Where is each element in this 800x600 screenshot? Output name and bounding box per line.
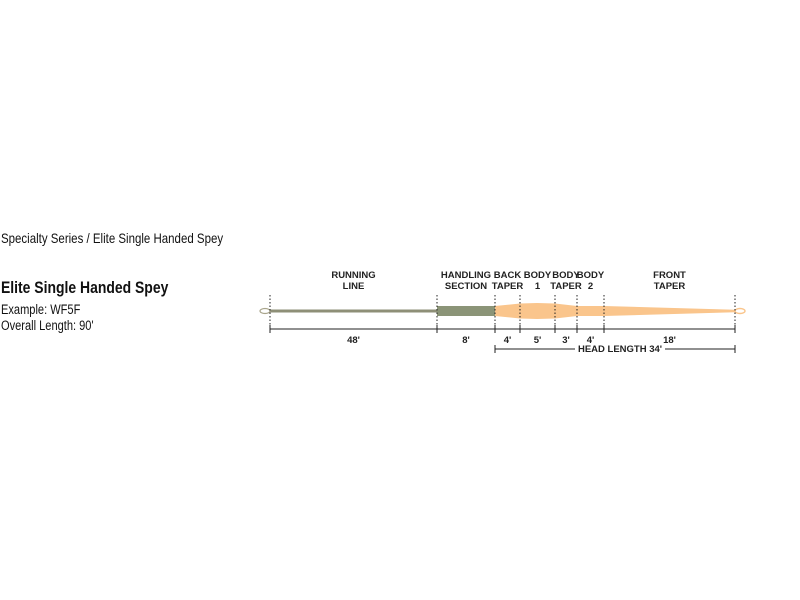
example-line: Example: WF5F	[1, 302, 81, 317]
segment-label: BACK	[494, 270, 522, 281]
segment-label: BODY	[524, 270, 552, 281]
segment-length: 18'	[663, 335, 676, 346]
segment-label: TAPER	[492, 281, 524, 292]
segment-label: TAPER	[550, 281, 582, 292]
segment-length: 4'	[587, 335, 595, 346]
rear-loop	[259, 307, 271, 315]
breadcrumb: Specialty Series / Elite Single Handed S…	[1, 230, 224, 246]
segment-length: 5'	[534, 335, 542, 346]
segment-label: BODY	[552, 270, 580, 281]
overall-length: Overall Length: 90'	[1, 318, 94, 333]
segment-label: TAPER	[654, 281, 686, 292]
segment-label: BODY	[577, 270, 605, 281]
segment-length: 3'	[562, 335, 570, 346]
segment-label: 1	[535, 281, 541, 292]
segment-label: FRONT	[653, 270, 686, 281]
segment-label: SECTION	[445, 281, 487, 292]
segment-label: HANDLING	[441, 270, 491, 281]
head-length-label: HEAD LENGTH 34'	[578, 344, 662, 355]
running-line	[270, 309, 437, 313]
segment-label: RUNNING	[331, 270, 375, 281]
handling-section	[437, 306, 495, 316]
head-section	[495, 303, 735, 319]
segment-length: 48'	[347, 335, 360, 346]
segment-length: 4'	[504, 335, 512, 346]
segment-label: LINE	[343, 281, 365, 292]
product-title: Elite Single Handed Spey	[1, 278, 169, 297]
segment-label: 2	[588, 281, 593, 292]
segment-length: 8'	[462, 335, 470, 346]
front-loop	[734, 307, 746, 315]
